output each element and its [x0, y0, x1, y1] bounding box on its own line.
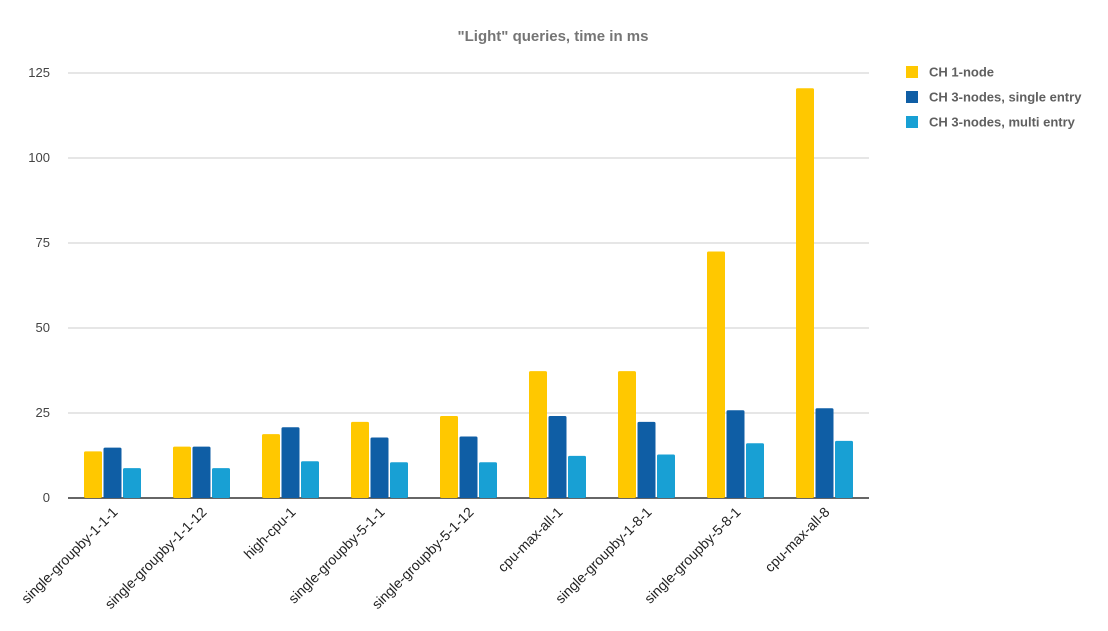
bar [390, 462, 408, 498]
legend-label: CH 3-nodes, multi entry [929, 115, 1076, 130]
bar [835, 440, 853, 498]
y-tick-label: 75 [36, 235, 50, 250]
bar [262, 434, 280, 498]
gridlines [68, 72, 869, 499]
legend: CH 1-node CH 3-nodes, single entry CH 3-no… [906, 65, 1082, 130]
x-tick-label: single-groupby-1-8-1 [552, 504, 655, 607]
bar [637, 421, 656, 498]
bar [281, 427, 300, 498]
bar [440, 416, 458, 498]
bar [84, 451, 102, 498]
bar [618, 371, 636, 498]
chart-title: "Light" queries, time in ms [458, 28, 649, 45]
x-tick-label: cpu-max-all-8 [761, 504, 832, 575]
bar [301, 461, 319, 498]
bar [212, 468, 230, 498]
x-axis: single-groupby-1-1-1single-groupby-1-1-1… [18, 504, 833, 612]
bar [568, 455, 586, 498]
bar [192, 446, 211, 498]
bar [459, 436, 478, 498]
bar [123, 468, 141, 498]
y-axis: 0 25 50 75 100 125 [28, 65, 50, 505]
legend-label: CH 3-nodes, single entry [929, 90, 1082, 105]
legend-swatch [906, 91, 918, 103]
bar [657, 454, 675, 498]
y-tick-label: 50 [36, 320, 50, 335]
bars [84, 88, 853, 499]
legend-swatch [906, 66, 918, 78]
bar [746, 443, 764, 498]
bar [707, 251, 725, 498]
bar [796, 88, 814, 499]
bar [815, 408, 834, 498]
bar [103, 447, 122, 498]
y-tick-label: 100 [28, 150, 50, 165]
y-tick-label: 25 [36, 405, 50, 420]
x-tick-label: high-cpu-1 [241, 504, 299, 562]
x-tick-label: single-groupby-5-1-1 [285, 504, 388, 607]
x-tick-label: single-groupby-1-1-1 [18, 504, 121, 607]
legend-swatch [906, 116, 918, 128]
bar [548, 416, 567, 498]
y-tick-label: 0 [43, 490, 50, 505]
x-tick-label: single-groupby-5-8-1 [641, 504, 744, 607]
bar [351, 421, 369, 498]
x-tick-label: single-groupby-1-1-12 [101, 504, 209, 612]
bar [173, 446, 191, 498]
x-tick-label: single-groupby-5-1-12 [368, 504, 476, 612]
legend-label: CH 1-node [929, 65, 994, 80]
y-tick-label: 125 [28, 65, 50, 80]
bar [529, 371, 547, 498]
x-tick-label: cpu-max-all-1 [494, 504, 565, 575]
bar [370, 437, 389, 498]
bar [479, 462, 497, 498]
bar [726, 410, 745, 498]
